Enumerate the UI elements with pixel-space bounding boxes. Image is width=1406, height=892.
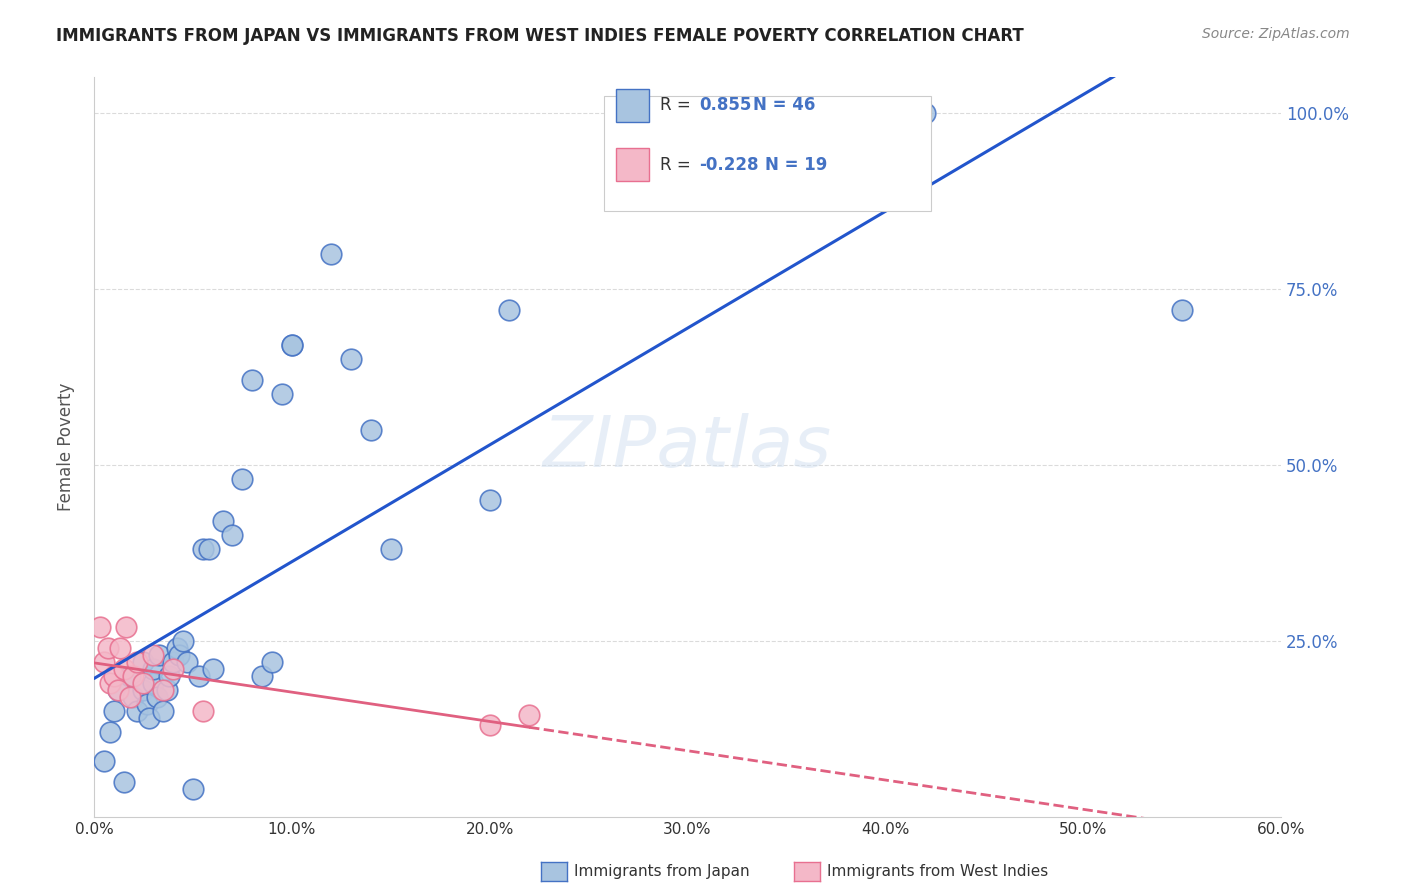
Text: R =: R =	[661, 156, 696, 174]
Point	[281, 338, 304, 352]
Point	[162, 662, 184, 676]
Point	[146, 690, 169, 705]
Point	[142, 662, 165, 676]
Point	[103, 669, 125, 683]
Point	[108, 640, 131, 655]
Point	[270, 387, 292, 401]
Text: Source: ZipAtlas.com: Source: ZipAtlas.com	[1202, 27, 1350, 41]
Point	[281, 338, 304, 352]
Point	[167, 648, 190, 662]
Point	[118, 690, 141, 705]
Point	[156, 683, 179, 698]
Text: R =: R =	[661, 95, 696, 114]
Point	[191, 542, 214, 557]
Text: -0.228: -0.228	[699, 156, 759, 174]
Bar	[616, 88, 650, 122]
Text: Immigrants from West Indies: Immigrants from West Indies	[827, 864, 1047, 879]
Text: Immigrants from Japan: Immigrants from Japan	[574, 864, 749, 879]
Text: N = 19: N = 19	[765, 156, 827, 174]
Point	[103, 704, 125, 718]
Text: IMMIGRANTS FROM JAPAN VS IMMIGRANTS FROM WEST INDIES FEMALE POVERTY CORRELATION : IMMIGRANTS FROM JAPAN VS IMMIGRANTS FROM…	[56, 27, 1024, 45]
Point	[93, 754, 115, 768]
Point	[172, 634, 194, 648]
Point	[127, 704, 149, 718]
Point	[98, 676, 121, 690]
Point	[97, 640, 120, 655]
Point	[321, 246, 343, 260]
Point	[148, 648, 170, 662]
Point	[231, 472, 253, 486]
Point	[240, 373, 263, 387]
Point	[360, 423, 382, 437]
Text: 0.855: 0.855	[699, 95, 752, 114]
Point	[260, 655, 283, 669]
Point	[112, 662, 135, 676]
Point	[380, 542, 402, 557]
Point	[914, 105, 936, 120]
Point	[122, 690, 145, 705]
Point	[157, 669, 180, 683]
Point	[93, 655, 115, 669]
Point	[181, 781, 204, 796]
Bar	[605, 96, 931, 211]
Point	[122, 669, 145, 683]
Point	[132, 683, 155, 698]
Point	[152, 704, 174, 718]
Point	[191, 704, 214, 718]
Point	[1171, 302, 1194, 317]
Point	[138, 711, 160, 725]
Point	[142, 676, 165, 690]
Point	[221, 528, 243, 542]
Point	[478, 718, 501, 732]
Point	[340, 352, 363, 367]
Point	[201, 662, 224, 676]
Bar	[616, 148, 650, 181]
Point	[498, 302, 520, 317]
Point	[132, 655, 155, 669]
Point	[142, 648, 165, 662]
Point	[166, 640, 188, 655]
Point	[197, 542, 219, 557]
Point	[98, 725, 121, 739]
Point	[152, 683, 174, 698]
Point	[517, 707, 540, 722]
Point	[112, 774, 135, 789]
Point	[89, 620, 111, 634]
Point	[107, 683, 129, 698]
Point	[127, 655, 149, 669]
Point	[176, 655, 198, 669]
Text: N = 46: N = 46	[752, 95, 815, 114]
Point	[250, 669, 273, 683]
Point	[211, 514, 233, 528]
Point	[478, 493, 501, 508]
Point	[107, 683, 129, 698]
Y-axis label: Female Poverty: Female Poverty	[58, 383, 75, 511]
Point	[114, 620, 136, 634]
Point	[136, 698, 159, 712]
Point	[187, 669, 209, 683]
Point	[118, 669, 141, 683]
Point	[162, 655, 184, 669]
Text: ZIPatlas: ZIPatlas	[543, 413, 832, 482]
Point	[132, 676, 155, 690]
